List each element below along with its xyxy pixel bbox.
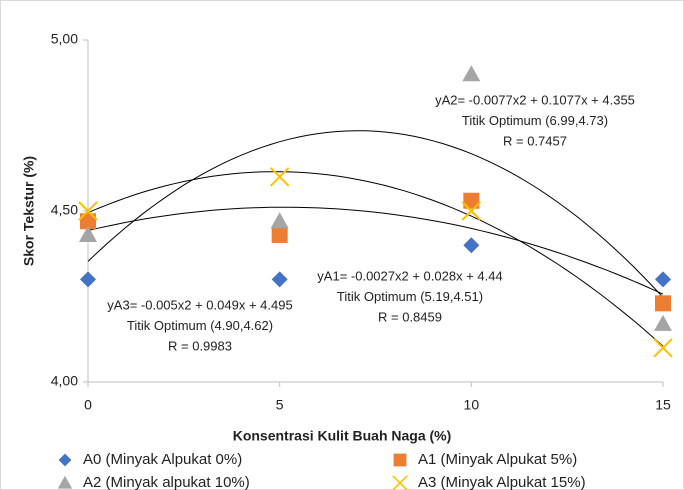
annotation: R = 0.9983 [168,338,232,353]
legend-marker [392,475,408,490]
y-tick-label: 4,00 [51,373,78,389]
trendline [87,206,664,295]
legend-marker [57,475,73,489]
point [655,271,671,288]
annotation: Titik Optimum (4.90,4.62) [127,318,273,333]
legend-marker [393,453,407,467]
annotation: Titik Optimum (5.19,4.51) [337,289,483,304]
point [270,212,289,229]
x-tick-label: 5 [276,397,284,413]
point [462,65,481,82]
trendline [87,130,664,298]
point [79,225,97,242]
point [271,226,288,243]
point [80,271,96,288]
legend-label: A2 (Minyak alpukat 10%) [83,474,250,490]
point [461,201,482,221]
annotation: yA2= -0.0077x2 + 0.1077x + 4.355 [435,92,635,107]
point [271,271,288,288]
legend-label: A1 (Minyak Alpukat 5%) [418,451,577,468]
legend-label: A3 (Minyak Alpukat 15%) [418,474,586,490]
point [463,192,480,209]
legend-label: A0 (Minyak Alpukat 0%) [83,451,242,468]
point [654,314,672,331]
trendline [87,171,664,347]
x-tick-label: 10 [464,397,480,413]
y-axis-title: Skor Tekstur (%) [21,156,37,266]
point [655,295,671,312]
y-tick-label: 5,00 [51,31,78,47]
point [653,338,673,358]
y-tick-label: 4,50 [51,202,78,218]
annotation: R = 0.7457 [503,133,567,148]
x-tick-label: 0 [84,397,92,413]
annotation: yA3= -0.005x2 + 0.049x + 4.495 [107,297,292,312]
point [80,213,96,230]
point [463,237,480,254]
point [78,201,98,221]
x-axis-title: Konsentrasi Kulit Buah Naga (%) [233,428,452,444]
x-tick-label: 15 [655,397,671,413]
annotation: yA1= -0.0027x2 + 0.028x + 4.44 [317,268,502,283]
annotation: R = 0.8459 [378,309,442,324]
point [269,167,290,187]
annotation: Titik Optimum (6.99,4.73) [462,113,608,128]
